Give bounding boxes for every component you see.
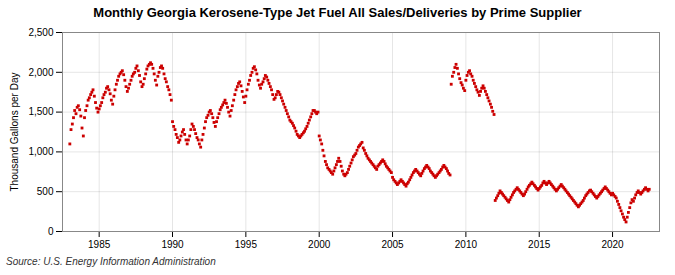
svg-text:2015: 2015 <box>528 239 551 250</box>
svg-text:0: 0 <box>48 226 54 237</box>
svg-text:1985: 1985 <box>88 239 111 250</box>
html-text:Monthly Georgia Kerosene-Type: Monthly Georgia Kerosene-Type Jet Fuel A… <box>93 5 582 20</box>
svg-text:2010: 2010 <box>455 239 478 250</box>
svg-text:1,500: 1,500 <box>28 106 53 117</box>
svg-text:2005: 2005 <box>381 239 404 250</box>
svg-text:2,500: 2,500 <box>28 27 53 38</box>
svg-text:500: 500 <box>37 186 54 197</box>
svg-text:1,000: 1,000 <box>28 146 53 157</box>
svg-text:Thousand Gallons per Day: Thousand Gallons per Day <box>9 73 20 192</box>
svg-text:2,000: 2,000 <box>28 67 53 78</box>
svg-text:2000: 2000 <box>308 239 331 250</box>
svg-text:1990: 1990 <box>161 239 184 250</box>
svg-text:1995: 1995 <box>235 239 258 250</box>
html-text:Source: U.S. Energy Informatio: Source: U.S. Energy Information Administ… <box>6 256 216 267</box>
svg-text:2020: 2020 <box>601 239 624 250</box>
